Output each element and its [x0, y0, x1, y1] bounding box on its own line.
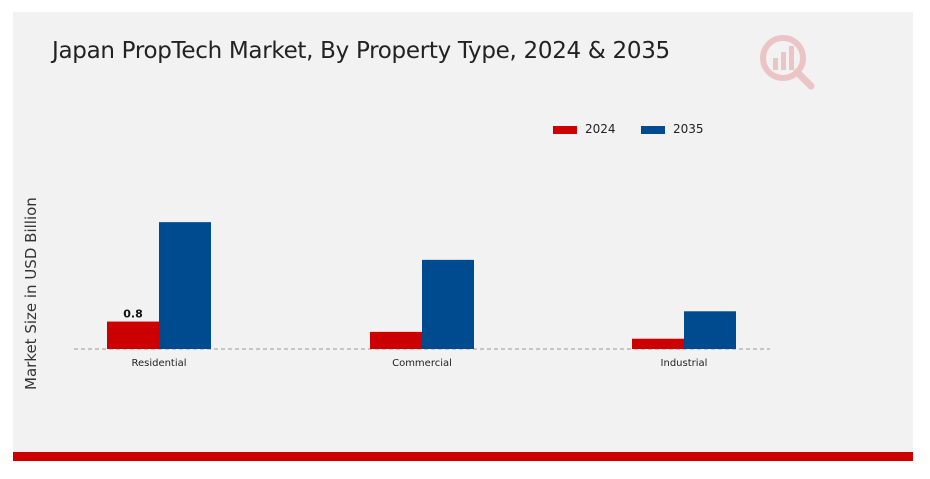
legend-swatch-2024 [553, 125, 577, 134]
x-tick-label-residential: Residential [131, 358, 186, 369]
bar-residential-2024 [107, 321, 159, 349]
x-tick-label-industrial: Industrial [661, 358, 708, 369]
chart-title: Japan PropTech Market, By Property Type,… [52, 38, 670, 64]
legend-item-2024: 2024 [553, 122, 616, 136]
legend-swatch-2035 [641, 125, 665, 134]
legend-label-2024: 2024 [585, 122, 616, 136]
market-research-logo-icon [757, 32, 817, 92]
data-label-residential-2024: 0.8 [123, 308, 143, 321]
bar-commercial-2035 [422, 259, 474, 349]
bar-industrial-2035 [684, 311, 736, 349]
x-tick-label-commercial: Commercial [392, 358, 452, 369]
bar-commercial-2024 [370, 331, 422, 349]
bar-residential-2035 [159, 222, 211, 349]
bar-industrial-2024 [632, 338, 684, 349]
legend-label-2035: 2035 [673, 122, 704, 136]
footer-accent-bar [13, 452, 913, 461]
legend-item-2035: 2035 [641, 122, 704, 136]
